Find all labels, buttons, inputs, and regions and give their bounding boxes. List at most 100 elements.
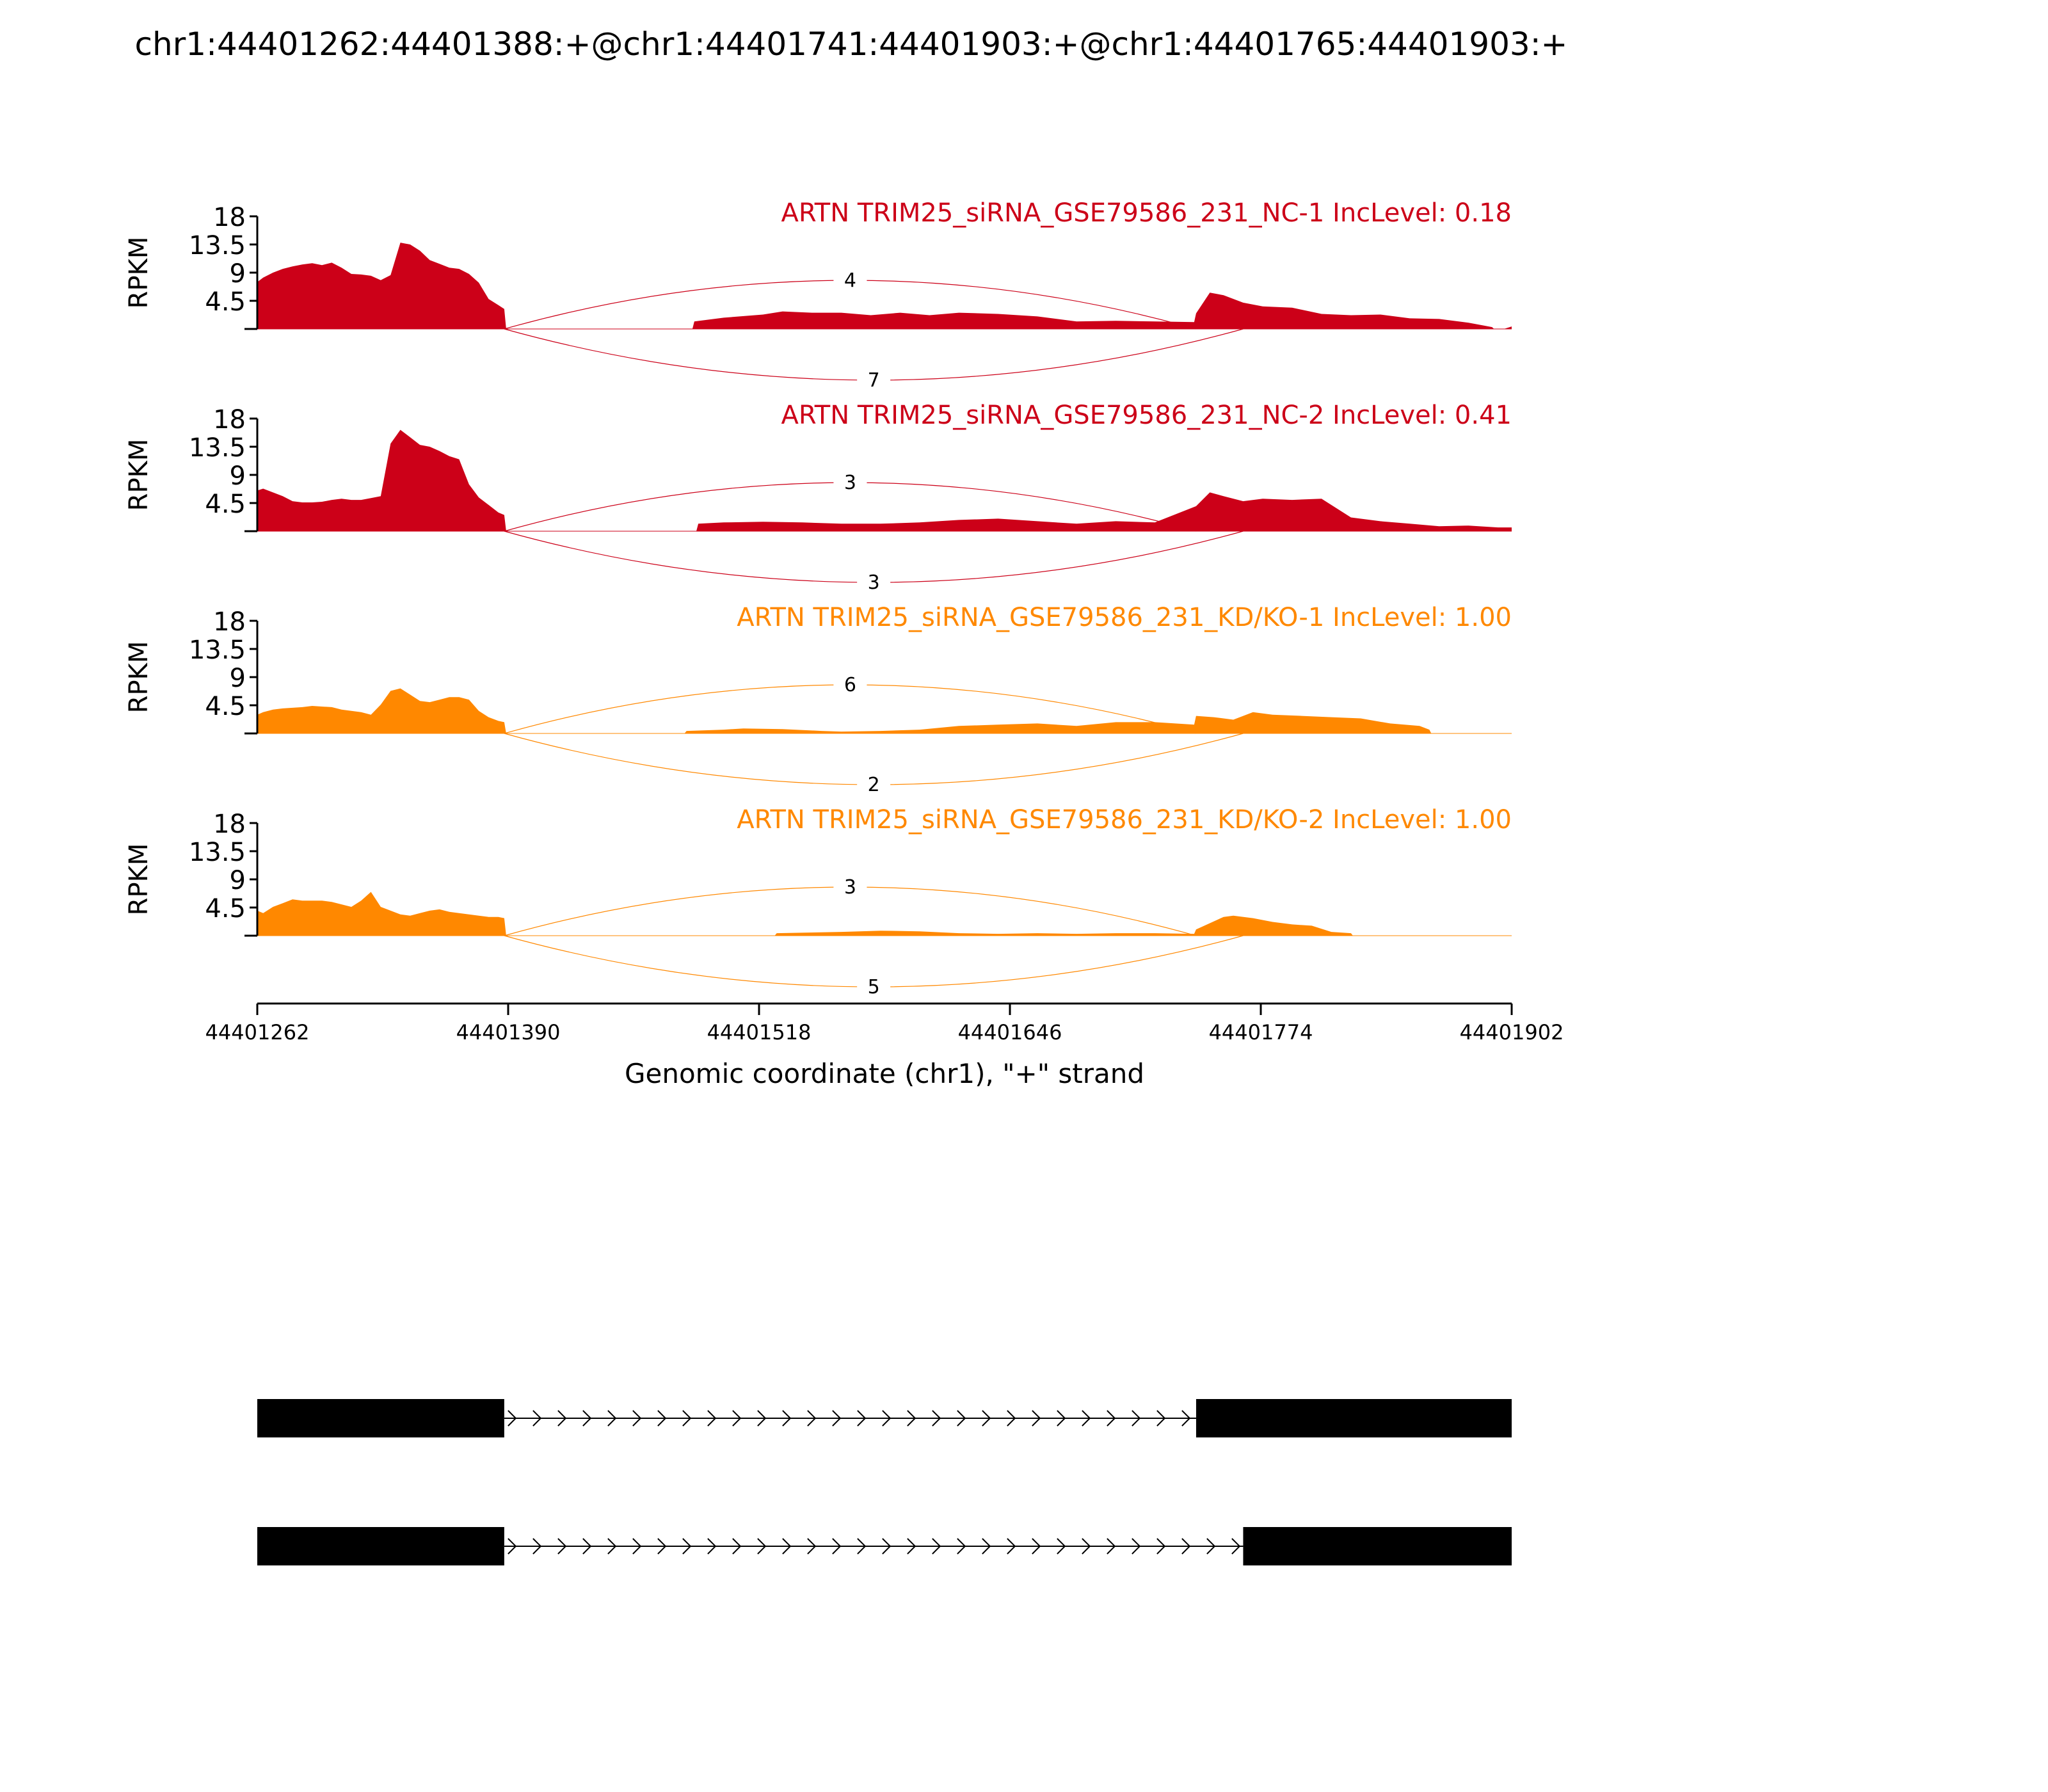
y-tick-label: 18: [213, 203, 246, 232]
exon-block: [257, 1399, 504, 1437]
strand-chevron: [1156, 1410, 1166, 1427]
junction-count-bg: [857, 771, 891, 797]
y-axis-label: RPKM: [124, 641, 154, 714]
junction-count: 3: [844, 472, 856, 494]
exon-block: [1196, 1399, 1512, 1437]
strand-chevron: [508, 1538, 517, 1555]
strand-chevron: [682, 1538, 692, 1555]
strand-chevron: [582, 1538, 592, 1555]
strand-chevron: [707, 1410, 717, 1427]
y-tick-label: 4.5: [205, 490, 246, 519]
strand-chevron: [1132, 1410, 1141, 1427]
junction-count: 7: [868, 369, 880, 392]
strand-chevron: [1032, 1410, 1041, 1427]
x-tick-label: 44401902: [1460, 1020, 1564, 1044]
strand-chevron: [857, 1538, 867, 1555]
strand-chevron: [907, 1538, 916, 1555]
strand-chevron: [1206, 1538, 1216, 1555]
x-axis-label: Genomic coordinate (chr1), "+" strand: [625, 1058, 1144, 1089]
exon-block: [257, 1527, 504, 1565]
strand-chevron: [1181, 1538, 1191, 1555]
strand-chevron: [1082, 1538, 1091, 1555]
strand-chevron: [782, 1538, 792, 1555]
strand-chevron: [932, 1538, 941, 1555]
y-tick-label: 9: [230, 259, 246, 289]
y-axis-label: RPKM: [124, 237, 154, 309]
y-tick-label: 18: [213, 810, 246, 839]
strand-chevron: [1007, 1410, 1016, 1427]
junction-count: 2: [868, 774, 880, 796]
strand-chevron: [1132, 1538, 1141, 1555]
x-tick-label: 44401518: [707, 1020, 812, 1044]
strand-chevron: [632, 1410, 642, 1427]
coverage-area: [257, 688, 1512, 733]
strand-chevron: [1181, 1410, 1191, 1427]
strand-chevron: [1007, 1538, 1016, 1555]
junction-count-bg: [833, 468, 867, 495]
y-axis-label: RPKM: [124, 844, 154, 916]
strand-chevron: [882, 1410, 892, 1427]
y-tick-label: 13.5: [189, 636, 246, 665]
junction-count-bg: [857, 973, 891, 1000]
strand-chevron: [732, 1410, 742, 1427]
strand-chevron: [1057, 1538, 1066, 1555]
strand-chevron: [682, 1410, 692, 1427]
y-tick-label: 13.5: [189, 838, 246, 867]
strand-chevron: [957, 1410, 966, 1427]
junction-count-bg: [833, 873, 867, 900]
strand-chevron: [607, 1538, 617, 1555]
strand-chevron: [1156, 1538, 1166, 1555]
figure-title: chr1:44401262:44401388:+@chr1:44401741:4…: [134, 26, 1568, 63]
strand-chevron: [957, 1538, 966, 1555]
y-tick-label: 4.5: [205, 287, 246, 317]
y-tick-label: 4.5: [205, 894, 246, 924]
coverage-area: [257, 892, 1512, 936]
exon-block: [1243, 1527, 1512, 1565]
strand-chevron: [732, 1538, 742, 1555]
junction-count-bg: [833, 266, 867, 293]
strand-chevron: [832, 1410, 842, 1427]
junction-count-bg: [833, 671, 867, 698]
track-label: ARTN TRIM25_siRNA_GSE79586_231_NC-2 IncL…: [781, 401, 1512, 430]
junction-count-bg: [857, 366, 891, 393]
y-tick-label: 9: [230, 866, 246, 895]
strand-chevron: [1057, 1410, 1066, 1427]
strand-chevron: [882, 1538, 892, 1555]
strand-chevron: [932, 1410, 941, 1427]
junction-count: 3: [844, 876, 856, 899]
strand-chevron: [757, 1538, 767, 1555]
track-label: ARTN TRIM25_siRNA_GSE79586_231_KD/KO-1 I…: [737, 603, 1512, 632]
junction-count: 3: [868, 572, 880, 594]
strand-chevron: [632, 1538, 642, 1555]
strand-chevron: [1107, 1538, 1116, 1555]
strand-chevron: [532, 1538, 542, 1555]
strand-chevron: [757, 1410, 767, 1427]
junction-count-bg: [857, 568, 891, 595]
strand-chevron: [532, 1410, 542, 1427]
strand-chevron: [857, 1410, 867, 1427]
y-tick-label: 4.5: [205, 692, 246, 721]
x-tick-label: 44401390: [456, 1020, 561, 1044]
strand-chevron: [557, 1538, 567, 1555]
strand-chevron: [1082, 1410, 1091, 1427]
coverage-area: [257, 429, 1512, 531]
strand-chevron: [657, 1410, 667, 1427]
strand-chevron: [832, 1538, 842, 1555]
strand-chevron: [807, 1538, 817, 1555]
track-label: ARTN TRIM25_siRNA_GSE79586_231_KD/KO-2 I…: [737, 805, 1512, 835]
strand-chevron: [657, 1538, 667, 1555]
strand-chevron: [807, 1410, 817, 1427]
junction-count: 4: [844, 269, 856, 292]
strand-chevron: [982, 1410, 991, 1427]
strand-chevron: [1032, 1538, 1041, 1555]
y-tick-label: 13.5: [189, 433, 246, 463]
x-tick-label: 44401262: [205, 1020, 310, 1044]
junction-count: 5: [868, 976, 880, 998]
strand-chevron: [707, 1538, 717, 1555]
track-label: ARTN TRIM25_siRNA_GSE79586_231_NC-1 IncL…: [781, 198, 1512, 228]
y-axis-label: RPKM: [124, 439, 154, 511]
x-tick-label: 44401774: [1209, 1020, 1313, 1044]
y-tick-label: 18: [213, 405, 246, 435]
strand-chevron: [582, 1410, 592, 1427]
